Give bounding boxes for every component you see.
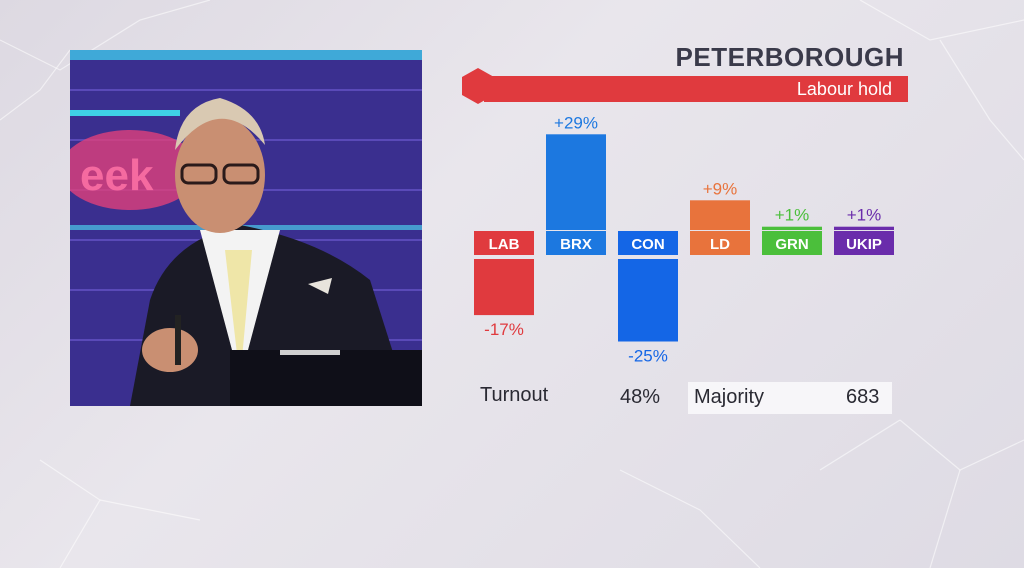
result-banner: Labour hold bbox=[484, 76, 908, 102]
party-label-box-grn bbox=[762, 233, 822, 255]
value-label-lab: -17% bbox=[484, 320, 524, 339]
result-text: Labour hold bbox=[796, 79, 892, 99]
party-rule-brx bbox=[546, 231, 606, 233]
party-rule-grn bbox=[762, 231, 822, 233]
vote-share-change-chart: LAB -17% BRX +29% CON -25% LD +9% GRN +1% UKIP +1% bbox=[460, 105, 910, 375]
party-label-box-brx bbox=[546, 233, 606, 255]
bar-con bbox=[618, 259, 678, 342]
party-label-box-ld bbox=[690, 233, 750, 255]
background-neon-text: eek bbox=[80, 151, 154, 200]
party-label-con: CON bbox=[631, 236, 664, 253]
party-rule-ukip bbox=[834, 231, 894, 233]
party-rule-ld bbox=[690, 231, 750, 233]
bar-brx bbox=[546, 134, 606, 230]
party-label-grn: GRN bbox=[775, 236, 808, 253]
value-label-grn: +1% bbox=[775, 206, 810, 225]
party-label-lab: LAB bbox=[489, 236, 520, 253]
bar-grn bbox=[762, 226, 822, 230]
majority-value: 683 bbox=[846, 386, 880, 408]
party-label-brx: BRX bbox=[560, 236, 592, 253]
value-label-brx: +29% bbox=[554, 113, 598, 132]
majority-box bbox=[688, 382, 892, 414]
constituency-title: PETERBOROUGH bbox=[675, 42, 904, 72]
party-rule-con bbox=[618, 231, 678, 233]
party-label-ld: LD bbox=[710, 236, 730, 253]
bar-ukip bbox=[834, 226, 894, 230]
party-rule-lab bbox=[474, 231, 534, 233]
party-label-box-lab bbox=[474, 233, 534, 255]
turnout-label: Turnout bbox=[480, 384, 549, 406]
value-label-ukip: +1% bbox=[847, 206, 882, 225]
presenter-video: eek bbox=[70, 50, 422, 406]
value-label-con: -25% bbox=[628, 347, 668, 366]
party-label-box-con bbox=[618, 233, 678, 255]
bar-ld bbox=[690, 200, 750, 230]
party-label-box-ukip bbox=[834, 233, 894, 255]
party-label-ukip: UKIP bbox=[846, 236, 882, 253]
turnout-value: 48% bbox=[620, 386, 661, 408]
value-label-ld: +9% bbox=[703, 179, 738, 198]
bar-lab bbox=[474, 259, 534, 316]
majority-label: Majority bbox=[694, 386, 765, 408]
